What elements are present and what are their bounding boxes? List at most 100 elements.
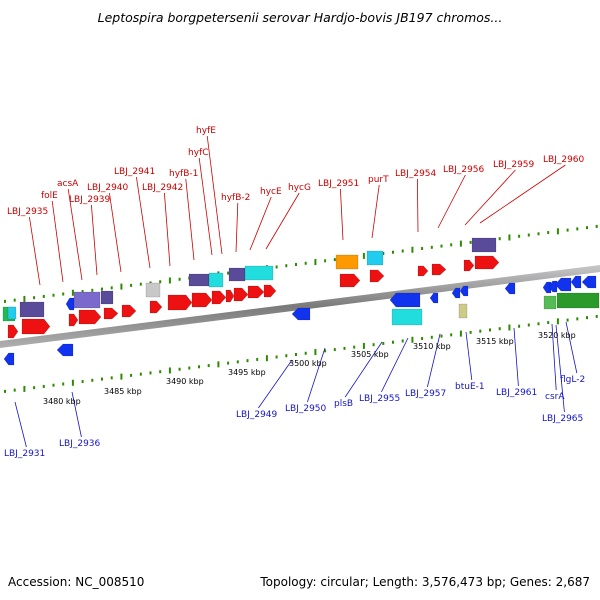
top-gene-label: purT — [368, 175, 389, 185]
bottom-label-leader — [555, 324, 565, 413]
forward-gene — [191, 292, 213, 308]
tick-mark-lower — [595, 314, 598, 318]
tick-mark-upper — [440, 244, 443, 248]
reverse-gene — [56, 343, 74, 357]
top-label-leader — [249, 196, 272, 251]
top-label-leader — [340, 188, 344, 241]
tick-mark-upper — [576, 227, 579, 231]
tick-mark-lower — [33, 386, 36, 390]
forward-gene — [474, 255, 500, 270]
feature-box — [7, 306, 17, 320]
tick-mark-lower — [401, 339, 404, 343]
scale-label: 3500 kbp — [289, 359, 327, 368]
forward-gene — [339, 273, 361, 288]
tick-mark-upper — [285, 264, 288, 268]
bottom-label-leader — [71, 391, 82, 438]
tick-mark-lower — [285, 354, 288, 358]
tick-mark-lower — [13, 388, 16, 392]
feature-box — [208, 272, 224, 288]
tick-mark-upper — [120, 283, 123, 290]
feature-box — [100, 290, 114, 305]
tick-mark-lower — [295, 353, 297, 357]
top-label-leader — [464, 169, 516, 226]
tick-mark-lower — [382, 341, 385, 345]
forward-gene — [369, 269, 385, 283]
feature-box — [188, 273, 210, 287]
tick-mark-lower — [527, 323, 530, 327]
tick-mark-lower — [275, 355, 278, 359]
bottom-gene-label: LBJ_2955 — [359, 394, 400, 404]
tick-mark-upper — [149, 281, 152, 285]
bottom-gene-label: csrA — [545, 392, 565, 402]
top-gene-label: LBJ_2939 — [69, 195, 111, 205]
tick-mark-lower — [81, 380, 84, 384]
top-gene-label: LBJ_2951 — [318, 179, 359, 189]
tick-mark-upper — [518, 234, 521, 238]
tick-mark-lower — [333, 348, 336, 352]
reverse-gene — [570, 275, 582, 289]
forward-gene — [225, 289, 235, 303]
scale-label: 3505 kbp — [351, 350, 389, 359]
tick-mark-lower — [149, 371, 152, 375]
top-gene-label: folE — [41, 191, 58, 201]
map-title: Leptospira borgpetersenii serovar Hardjo… — [97, 10, 503, 25]
tick-mark-upper — [392, 250, 394, 254]
feature-box — [73, 291, 101, 309]
tick-mark-upper — [595, 224, 598, 228]
top-gene-label: LBJ_2942 — [142, 183, 183, 193]
top-label-leader — [206, 135, 223, 255]
tick-mark-upper — [23, 295, 26, 302]
top-label-leader — [479, 164, 566, 224]
reverse-gene — [291, 307, 311, 321]
tick-mark-upper — [556, 228, 559, 235]
feature-box — [335, 254, 359, 270]
tick-mark-lower — [110, 376, 113, 380]
top-label-leader — [51, 200, 64, 283]
scale-labels: 3480 kbp 3485 kbp 3490 kbp 3495 kbp 3500 kbp… — [43, 331, 576, 406]
tick-mark-upper — [42, 294, 45, 298]
bottom-label-leader — [381, 337, 409, 393]
tick-mark-upper — [566, 228, 569, 232]
reverse-gene — [554, 277, 572, 292]
top-gene-label: LBJ_2960 — [543, 155, 585, 165]
forward-gene — [103, 307, 119, 320]
bottom-label-leader — [513, 327, 519, 387]
tick-mark-upper — [333, 258, 336, 262]
bottom-label-leader — [465, 331, 473, 381]
tick-mark-lower — [353, 345, 356, 349]
tick-mark-upper — [421, 247, 424, 251]
tick-mark-lower — [518, 324, 521, 328]
top-label-leader — [109, 192, 122, 273]
tick-mark-upper — [139, 282, 142, 286]
bottom-label-leader — [551, 323, 557, 391]
tick-mark-upper — [101, 287, 103, 291]
top-gene-label: hyfB-2 — [221, 193, 250, 203]
label-leaders — [14, 135, 578, 448]
tick-mark-upper — [459, 240, 462, 247]
tick-mark-lower — [372, 343, 375, 347]
top-label-leader — [265, 192, 300, 250]
tick-mark-lower — [489, 328, 491, 332]
tick-mark-lower — [198, 365, 200, 369]
top-gene-label: hyfB-1 — [169, 169, 198, 179]
reverse-gene — [65, 297, 75, 311]
tick-mark-upper — [275, 265, 278, 269]
tick-mark-lower — [421, 337, 424, 341]
reverse-gene — [581, 275, 597, 289]
tick-mark-lower — [236, 360, 239, 364]
accession-text: Accession: NC_008510 — [8, 575, 145, 589]
tick-mark-lower — [537, 322, 540, 326]
bottom-label-leader — [344, 341, 383, 398]
bottom-gene-label: LBJ_2965 — [542, 414, 583, 424]
top-gene-label: LBJ_2956 — [443, 165, 485, 175]
tick-mark-upper — [586, 226, 588, 230]
tick-mark-lower — [246, 359, 249, 363]
tick-mark-lower — [159, 370, 162, 374]
top-gene-label: acsA — [57, 179, 79, 189]
forward-gene — [21, 318, 51, 335]
tick-mark-lower — [130, 373, 133, 377]
scale-label: 3520 kbp — [538, 331, 576, 340]
top-gene-label: LBJ_2959 — [493, 160, 535, 170]
tick-mark-lower — [4, 389, 6, 393]
bottom-gene-label: LBJ_2949 — [236, 410, 278, 420]
